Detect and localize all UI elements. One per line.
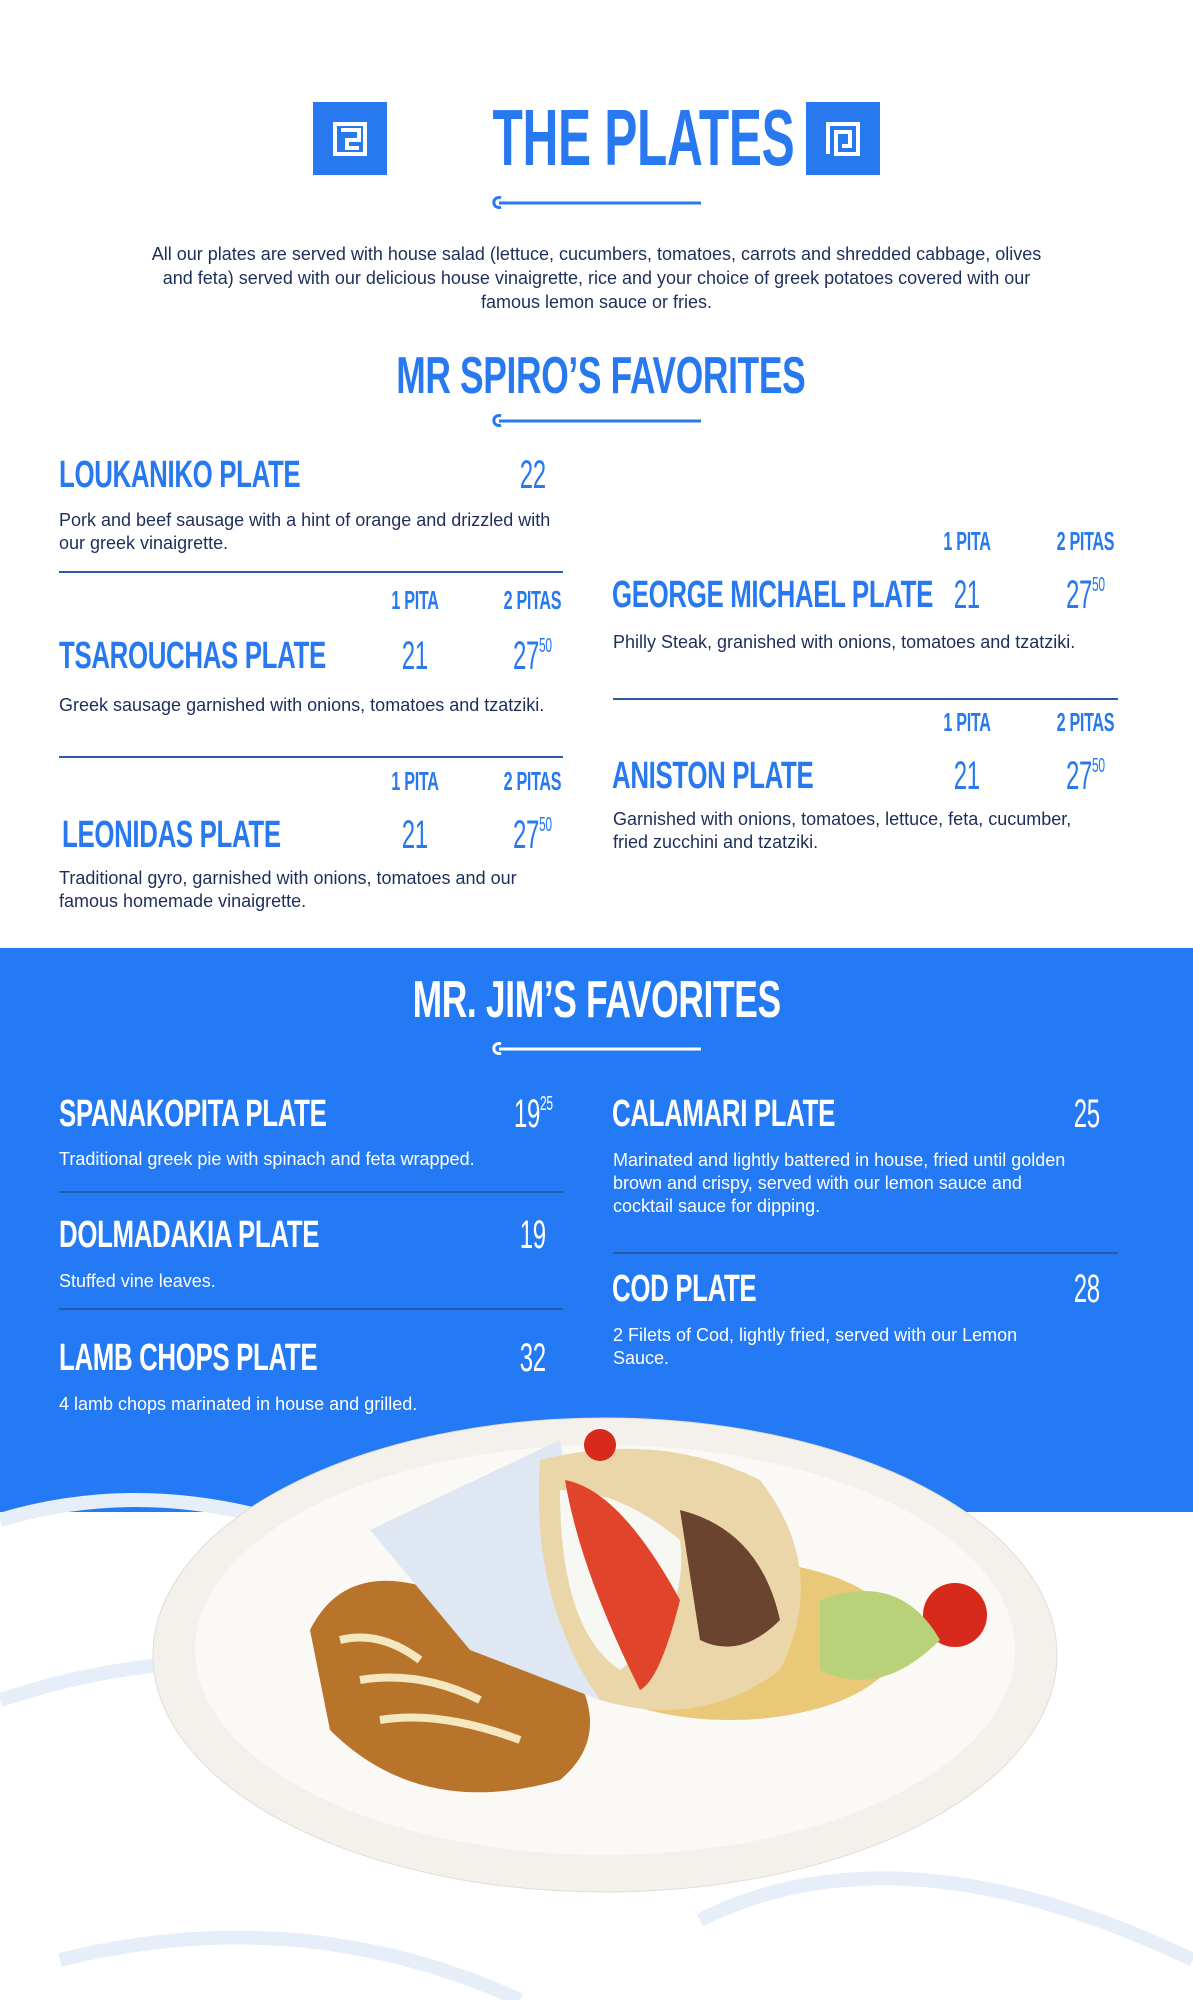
greek-key-right-icon [806,102,880,175]
divider-ornament [491,412,703,428]
two-pitas-header: 2 PITAS [503,585,561,615]
section-title-spiro: MR SPIRO’S FAVORITES [396,347,806,405]
divider-ornament [491,1040,703,1056]
menu-item-price: 28 [1073,1267,1101,1311]
divider-ornament [491,194,703,210]
menu-item-name: LOUKANIKO PLATE [59,454,301,496]
menu-item-desc: 4 lamb chops marinated in house and gril… [59,1394,418,1414]
divider [59,1308,563,1310]
one-pita-header: 1 PITA [391,766,439,796]
two-pitas-header: 2 PITAS [1056,707,1114,737]
price-two-pitas: 2750 [512,813,552,857]
menu-item-desc: Garnished with onions, tomatoes, lettuce… [613,809,1072,852]
divider [59,756,563,758]
one-pita-header: 1 PITA [391,585,439,615]
menu-item-price: 25 [1073,1092,1101,1136]
menu-item-price: 32 [519,1336,547,1380]
menu-item-name: GEORGE MICHAEL PLATE [612,574,934,616]
menu-item-price: 19 [519,1213,547,1257]
menu-item-name: DOLMADAKIA PLATE [59,1214,320,1256]
intro-text: All our plates are served with house sal… [151,244,1042,312]
menu-item-desc: 2 Filets of Cod, lightly fried, served w… [613,1325,1018,1368]
menu-item-price: 1925 [513,1092,553,1136]
menu-item-name: ANISTON PLATE [612,755,814,797]
divider [613,1252,1118,1254]
menu-item-name: SPANAKOPITA PLATE [59,1093,327,1135]
price-two-pitas: 2750 [1065,573,1105,617]
one-pita-header: 1 PITA [943,526,991,556]
menu-item-desc: Pork and beef sausage with a hint of ora… [59,510,551,553]
menu-item-name: COD PLATE [612,1268,757,1310]
divider [59,571,563,573]
two-pitas-header: 2 PITAS [503,766,561,796]
price-two-pitas: 2750 [1065,754,1105,798]
menu-item-name: LEONIDAS PLATE [62,814,281,856]
price-one-pita: 21 [953,573,981,617]
cherry-tomato [923,1583,987,1647]
menu-item-desc: Philly Steak, granished with onions, tom… [613,632,1076,652]
price-one-pita: 21 [953,754,981,798]
menu-item-name: TSAROUCHAS PLATE [59,635,326,677]
menu-item-price: 22 [519,453,547,497]
menu-item-name: LAMB CHOPS PLATE [59,1337,318,1379]
section-title-jim: MR. JIM’S FAVORITES [412,971,781,1029]
two-pitas-header: 2 PITAS [1056,526,1114,556]
menu-item-desc: Traditional gyro, garnished with onions,… [59,868,517,911]
tomato-slice [565,1480,680,1690]
gyro-plate-photo [0,1417,1193,2000]
page-title: THE PLATES [492,93,795,182]
price-two-pitas: 2750 [512,634,552,678]
divider [59,1191,563,1193]
menu-item-desc: Stuffed vine leaves. [59,1271,216,1291]
greek-key-left-icon [313,102,387,175]
salad [820,1591,940,1680]
one-pita-header: 1 PITA [943,707,991,737]
gyro-meat [680,1510,780,1647]
menu-item-name: CALAMARI PLATE [612,1093,835,1135]
price-one-pita: 21 [401,634,429,678]
menu-item-desc: Greek sausage garnished with onions, tom… [59,695,545,715]
price-one-pita: 21 [401,813,429,857]
menu-item-desc: Marinated and lightly battered in house,… [613,1150,1066,1216]
divider [613,698,1118,700]
menu-item-desc: Traditional greek pie with spinach and f… [59,1149,475,1169]
